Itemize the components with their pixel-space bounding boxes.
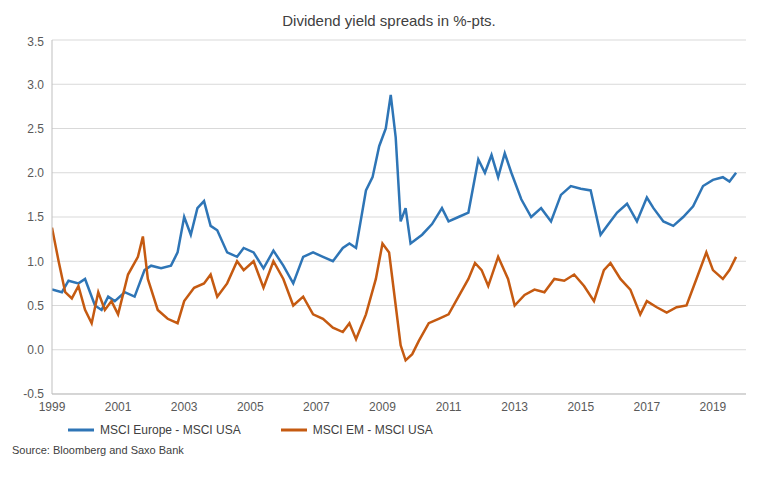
svg-text:3.5: 3.5 xyxy=(27,35,44,49)
svg-text:0.0: 0.0 xyxy=(27,343,44,357)
svg-text:1999: 1999 xyxy=(39,400,66,414)
svg-text:2003: 2003 xyxy=(171,400,198,414)
svg-text:3.0: 3.0 xyxy=(27,78,44,92)
svg-text:2015: 2015 xyxy=(567,400,594,414)
svg-text:2017: 2017 xyxy=(634,400,661,414)
svg-text:1.5: 1.5 xyxy=(27,210,44,224)
svg-text:2009: 2009 xyxy=(369,400,396,414)
svg-text:2019: 2019 xyxy=(700,400,727,414)
svg-text:2007: 2007 xyxy=(303,400,330,414)
html-text:MSCI EM - MSCI USA: MSCI EM - MSCI USA xyxy=(312,423,433,437)
svg-text:2013: 2013 xyxy=(501,400,528,414)
html-text:Dividend yield spreads in %-pt: Dividend yield spreads in %-pts. xyxy=(282,12,496,29)
svg-text:-0.5: -0.5 xyxy=(23,387,44,401)
svg-text:2.0: 2.0 xyxy=(27,166,44,180)
svg-text:2005: 2005 xyxy=(237,400,264,414)
svg-text:1.0: 1.0 xyxy=(27,255,44,269)
html-text:Source: Bloomberg and Saxo Ban: Source: Bloomberg and Saxo Bank xyxy=(12,444,184,456)
svg-text:2011: 2011 xyxy=(436,400,462,414)
svg-text:2001: 2001 xyxy=(105,400,132,414)
svg-text:2.5: 2.5 xyxy=(27,122,44,136)
html-text:MSCI Europe - MSCI USA: MSCI Europe - MSCI USA xyxy=(100,423,241,437)
svg-text:0.5: 0.5 xyxy=(27,299,44,313)
